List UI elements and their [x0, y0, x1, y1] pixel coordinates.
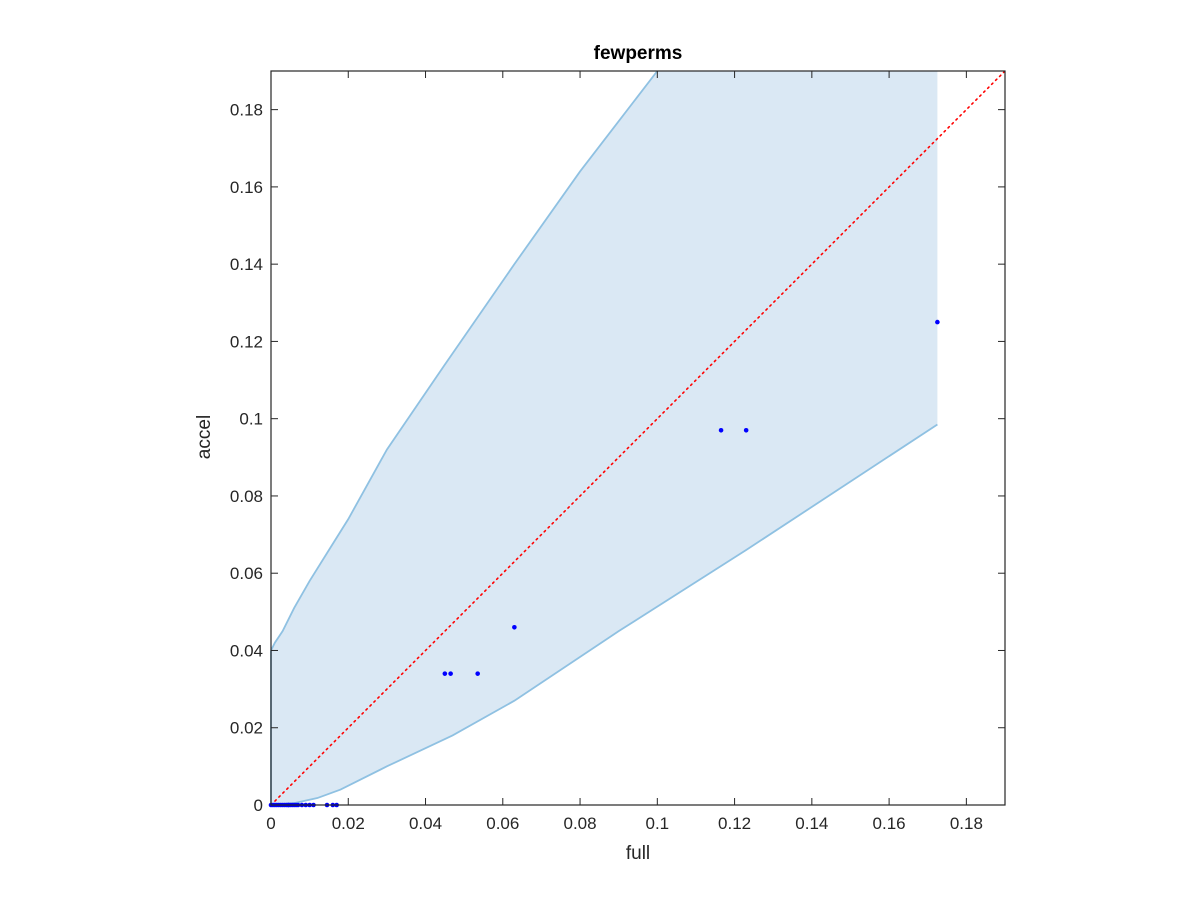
axes-frame	[270, 70, 1006, 806]
data-point	[718, 427, 724, 433]
x-tick-label: 0.06	[486, 814, 519, 833]
y-ticks: 0 0.02 0.04 0.06 0.08 0.1 0.12 0.14 0.16 0.18	[230, 101, 1005, 815]
x-ticks: 0 0.02 0.04 0.06 0.08 0.1 0.12 0.14 0.16 0.18	[266, 71, 983, 833]
y-tick-label: 0.04	[230, 641, 263, 660]
y-tick-label: 0.08	[230, 487, 263, 506]
x-tick-label: 0.14	[795, 814, 828, 833]
y-axis-title: accel	[194, 415, 215, 459]
y-tick-label: 0.14	[230, 255, 263, 274]
axes-box	[270, 70, 1006, 806]
band-lower-edge	[270, 423, 938, 806]
x-tick-label: 0.02	[332, 814, 365, 833]
x-tick-label: 0	[266, 814, 275, 833]
reference-line-layer	[270, 70, 1006, 806]
x-tick-label: 0.04	[409, 814, 442, 833]
y-tick-label: 0.02	[230, 719, 263, 738]
confidence-band	[270, 70, 938, 806]
reference-line	[270, 70, 1006, 806]
data-point	[743, 427, 749, 433]
data-point	[475, 671, 480, 676]
x-tick-label: 0.08	[564, 814, 597, 833]
data-point	[448, 671, 453, 676]
band-upper-edge	[270, 70, 659, 651]
x-axis-title: full	[626, 843, 650, 864]
data-point	[512, 624, 517, 630]
y-tick-label: 0.12	[230, 332, 263, 351]
y-tick-label: 0.1	[239, 410, 263, 429]
x-tick-label: 0.18	[950, 814, 983, 833]
data-point	[935, 319, 940, 325]
y-tick-label: 0.16	[230, 178, 263, 197]
y-tick-label: 0.18	[230, 101, 263, 120]
y-tick-label: 0.06	[230, 564, 263, 583]
x-tick-label: 0.1	[645, 814, 669, 833]
data-point	[442, 671, 448, 676]
y-tick-label: 0	[254, 796, 263, 815]
x-tick-label: 0.12	[718, 814, 751, 833]
x-tick-label: 0.16	[873, 814, 906, 833]
band-fill	[271, 71, 938, 805]
chart-title: fewperms	[594, 43, 683, 64]
